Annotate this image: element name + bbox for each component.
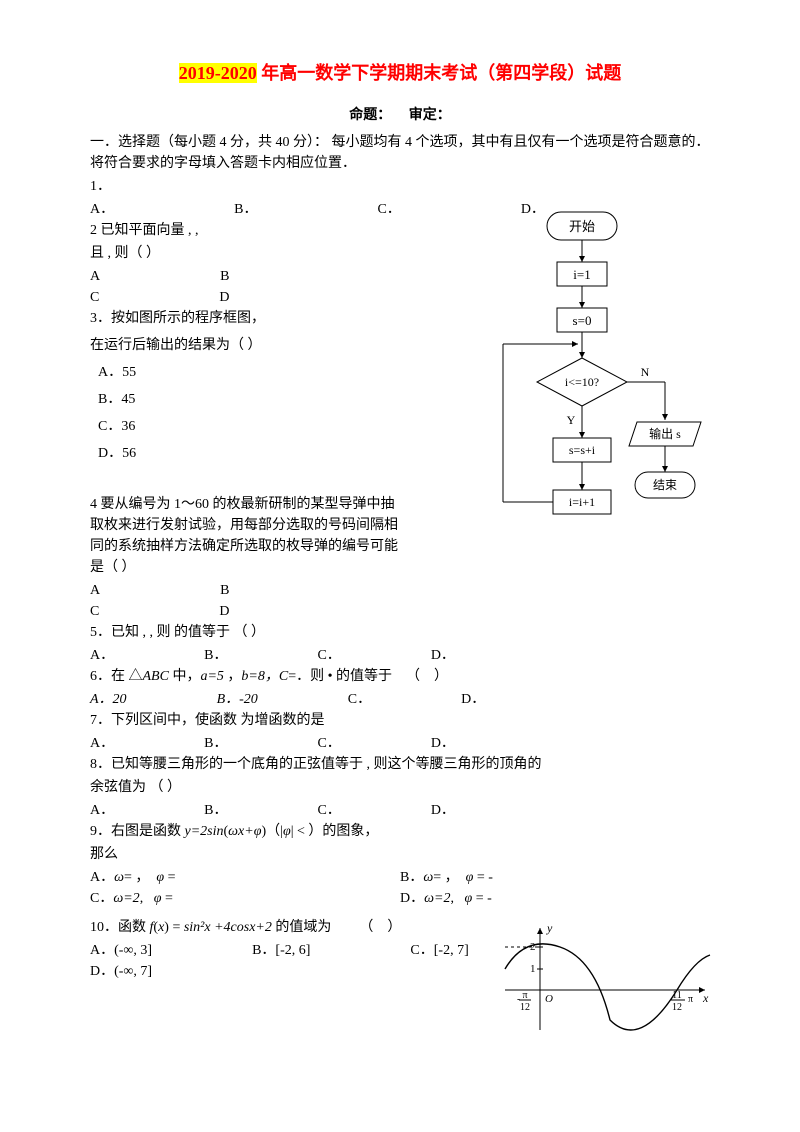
q5-c: C． — [317, 645, 340, 666]
q1-num: 1． — [90, 176, 710, 197]
credits: 命题： 审定： — [90, 105, 710, 126]
svg-text:Y: Y — [567, 413, 576, 427]
q2-a: A — [90, 266, 100, 287]
q5-a: A． — [90, 645, 114, 666]
q10-a: A．(-∞, 3] — [90, 940, 152, 961]
svg-text:O: O — [545, 993, 553, 1005]
q6-d: D． — [461, 689, 485, 710]
svg-text:π: π — [688, 994, 693, 1005]
q5-b: B． — [204, 645, 227, 666]
q6-l1: 6．在 △ABC 中，a=5 ，b=8，C=．则 • 的值等于 （ ） — [90, 666, 710, 687]
q6-options: A．20 B．-20 C． D． — [90, 689, 710, 710]
q9-row1: A．ω= ， φ = B．ω= ， φ = - — [90, 867, 710, 888]
q8-a: A． — [90, 800, 114, 821]
q1-b: B． — [234, 199, 257, 220]
q5-options: A． B． C． D． — [90, 645, 710, 666]
q2-b: B — [220, 266, 229, 287]
q10-b: B．[-2, 6] — [252, 940, 310, 961]
svg-text:N: N — [641, 365, 650, 379]
q7-c: C． — [317, 733, 340, 754]
q8-l2: 余弦值为 （ ） — [90, 777, 710, 798]
credits-author: 命题： — [349, 108, 391, 123]
q8-d: D． — [431, 800, 455, 821]
q9-d: D．ω=2, φ = - — [400, 888, 710, 909]
exam-title: 2019-2020 年高一数学下学期期末考试（第四学段）试题 — [90, 60, 710, 87]
svg-text:12: 12 — [520, 1002, 530, 1013]
q2-d: D — [219, 287, 229, 308]
svg-text:开始: 开始 — [569, 219, 595, 234]
q7-l1: 7．下列区间中，使函数 为增函数的是 — [90, 710, 710, 731]
q4-c: C — [90, 601, 99, 622]
q7-a: A． — [90, 733, 114, 754]
q4-d: D — [219, 601, 229, 622]
q8-l1: 8．已知等腰三角形的一个底角的正弦值等于 , 则这个等腰三角形的顶角的 — [90, 754, 710, 775]
svg-text:1: 1 — [530, 963, 536, 975]
q6-b: B．-20 — [217, 689, 258, 710]
svg-text:i=i+1: i=i+1 — [569, 495, 595, 509]
svg-text:x: x — [702, 991, 709, 1005]
svg-text:输出 s: 输出 s — [649, 426, 681, 441]
svg-text:12: 12 — [672, 1002, 682, 1013]
q4-b: B — [220, 580, 229, 601]
svg-text:π: π — [522, 990, 527, 1001]
q9-c: C．ω=2, φ = — [90, 888, 400, 909]
svg-text:i=1: i=1 — [573, 267, 590, 282]
svg-text:y: y — [546, 921, 553, 935]
q6-a: A．20 — [90, 689, 127, 710]
q1-a: A． — [90, 199, 114, 220]
q8-c: C． — [317, 800, 340, 821]
title-year: 2019-2020 — [179, 63, 257, 83]
q4-opts2: C D — [90, 601, 710, 622]
credits-reviewer: 审定： — [409, 108, 451, 123]
q7-b: B． — [204, 733, 227, 754]
svg-text:结束: 结束 — [653, 478, 677, 492]
q9-b: B．ω= ， φ = - — [400, 867, 710, 888]
title-rest: 年高一数学下学期期末考试（第四学段）试题 — [257, 63, 622, 83]
section1-heading: 一．选择题（每小题 4 分，共 40 分）： 每小题均有 4 个选项，其中有且仅… — [90, 132, 710, 174]
q7-d: D． — [431, 733, 455, 754]
q9-l2: 那么 — [90, 844, 710, 865]
q5-l1: 5．已知 , , 则 的值等于 （ ） — [90, 622, 710, 643]
q7-options: A． B． C． D． — [90, 733, 710, 754]
sine-graph: y x O 2 1 - π 12 11 12 π — [495, 920, 715, 1040]
q4-opts1: A B — [90, 580, 710, 601]
q2-c: C — [90, 287, 99, 308]
svg-text:s=0: s=0 — [573, 313, 592, 328]
q5-d: D． — [431, 645, 455, 666]
flowchart-diagram: 开始 i=1 s=0 i<=10? N 输出 s 结束 Y s=s+i i=i+… — [485, 210, 705, 580]
q4-a: A — [90, 580, 100, 601]
q8-options: A． B． C． D． — [90, 800, 710, 821]
q1-c: C． — [377, 199, 400, 220]
q8-b: B． — [204, 800, 227, 821]
q6-c: C． — [348, 689, 371, 710]
svg-text:i<=10?: i<=10? — [565, 375, 599, 389]
q9-row2: C．ω=2, φ = D．ω=2, φ = - — [90, 888, 710, 909]
q9-a: A．ω= ， φ = — [90, 867, 400, 888]
q4-l1: 4 要从编号为 1～60 的枚最新研制的某型导弹中抽取枚来进行发射试验，用每部分… — [90, 494, 400, 578]
svg-text:s=s+i: s=s+i — [569, 443, 596, 457]
q9-l1: 9．右图是函数 y=2sin(ωx+φ)（|φ| < ）的图象， — [90, 821, 710, 842]
q10-c: C．[-2, 7] — [410, 940, 468, 961]
